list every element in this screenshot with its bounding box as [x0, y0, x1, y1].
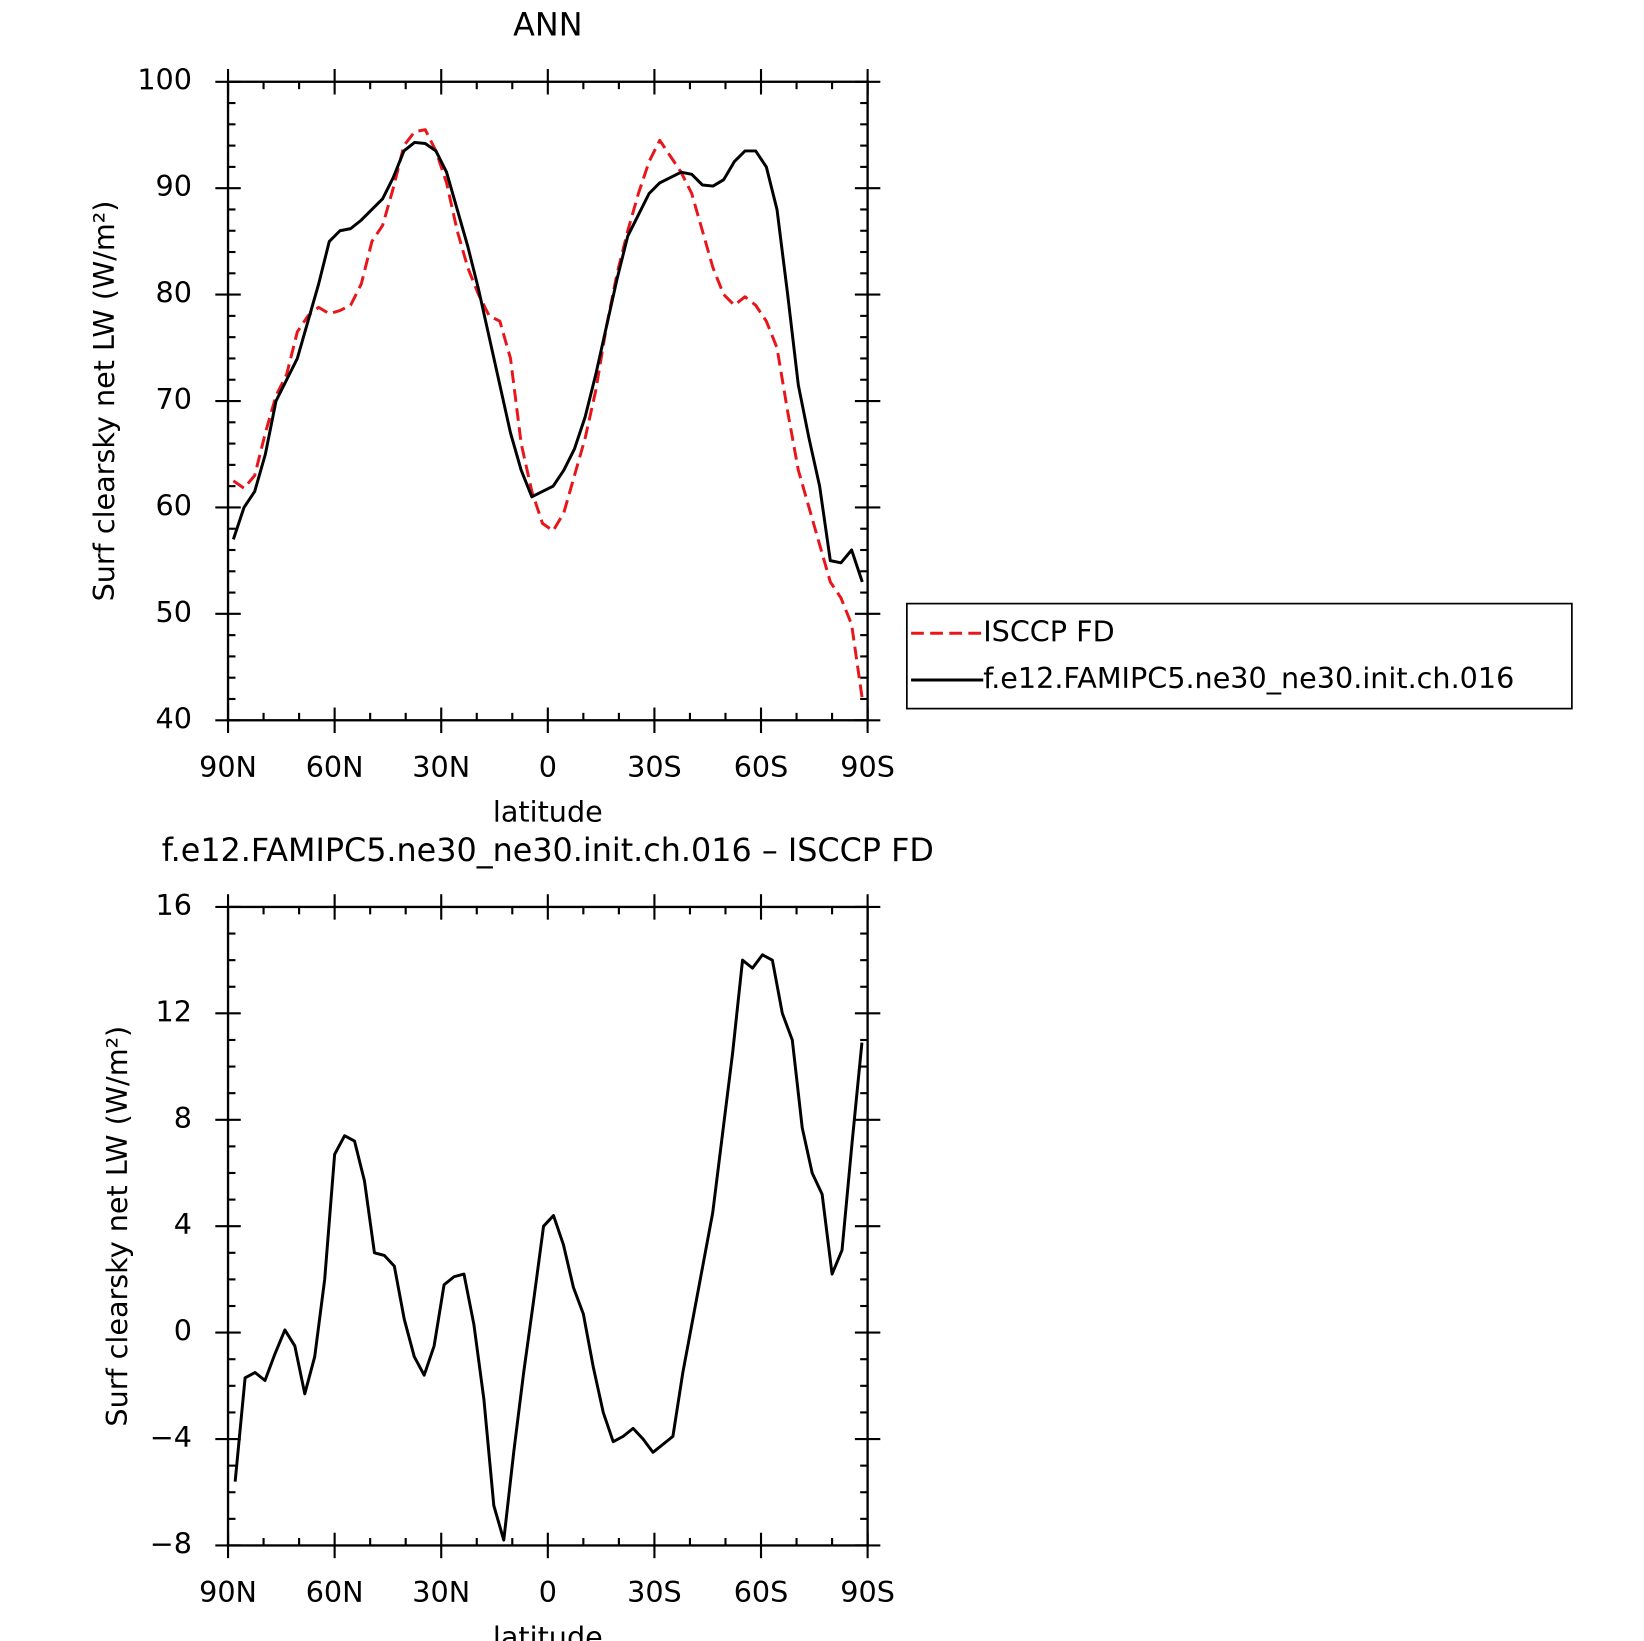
y-tick-label: 0 [174, 1314, 192, 1348]
y-tick-label: 40 [156, 701, 192, 735]
data-line [233, 953, 864, 1542]
y-tick-label: 8 [174, 1101, 192, 1135]
y-tick-label: 50 [156, 595, 192, 629]
x-tick-label: 60N [306, 750, 364, 784]
legend-label: f.e12.FAMIPC5.ne30_ne30.init.ch.016 [983, 661, 1514, 695]
x-tick-label: 90N [199, 750, 257, 784]
x-tick-label: 60S [734, 1575, 789, 1609]
x-tick-label: 90S [840, 750, 895, 784]
legend-label: ISCCP FD [983, 614, 1114, 648]
x-tick-label: 30S [627, 1575, 682, 1609]
x-tick-label: 60N [306, 1575, 364, 1609]
y-tick-label: 90 [156, 169, 192, 203]
plot-frame [226, 905, 869, 1547]
x-axis-label: latitude [493, 795, 603, 829]
y-tick-label: 16 [156, 888, 192, 922]
y-tick-label: 12 [156, 994, 192, 1028]
data-line [231, 140, 864, 583]
y-tick-label: 100 [137, 63, 192, 97]
chart-title: f.e12.FAMIPC5.ne30_ne30.init.ch.016 – IS… [162, 831, 934, 869]
x-tick-label: 0 [539, 1575, 557, 1609]
y-tick-label: 80 [156, 276, 192, 310]
y-tick-label: 70 [156, 382, 192, 416]
chart-title: ANN [513, 6, 582, 44]
y-axis-label: Surf clearsky net LW (W/m²) [87, 201, 121, 602]
x-tick-label: 90N [199, 1575, 257, 1609]
x-tick-label: 0 [539, 750, 557, 784]
x-tick-label: 90S [840, 1575, 895, 1609]
legend-box [906, 602, 1573, 710]
x-tick-label: 30S [627, 750, 682, 784]
y-axis-label: Surf clearsky net LW (W/m²) [100, 1026, 134, 1427]
x-tick-label: 60S [734, 750, 789, 784]
y-tick-label: −8 [150, 1526, 192, 1560]
x-tick-label: 30N [412, 1575, 470, 1609]
x-axis-label: latitude [493, 1620, 603, 1641]
x-tick-label: 30N [412, 750, 470, 784]
data-line [232, 128, 864, 700]
plot-frame [226, 80, 869, 722]
y-tick-label: 4 [174, 1207, 192, 1241]
y-tick-label: 60 [156, 488, 192, 522]
y-tick-label: −4 [150, 1420, 192, 1454]
